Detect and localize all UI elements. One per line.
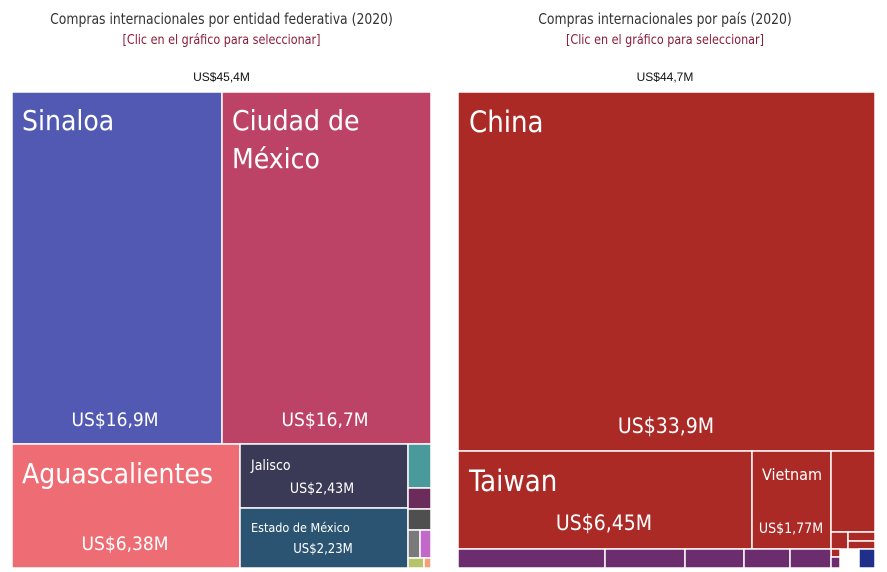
treemap-tile-other-14[interactable] — [858, 548, 876, 569]
treemap-tile-other-7[interactable] — [407, 508, 432, 531]
states-chart-title: Compras internacionales por entidad fede… — [50, 10, 393, 28]
treemap-tile-other-10[interactable] — [407, 557, 425, 569]
treemap-tile-ciudad-de-m-xico[interactable] — [221, 91, 432, 445]
countries-chart-subtitle[interactable]: [Clic en el gráfico para seleccionar] — [566, 32, 764, 48]
treemap-tile-vietnam[interactable] — [751, 450, 832, 550]
treemap-tile-other-11[interactable] — [743, 548, 791, 569]
treemap-tile-other-9[interactable] — [604, 548, 686, 569]
countries-chart-title: Compras internacionales por país (2020) — [538, 10, 792, 28]
treemap-tile-other-5[interactable] — [407, 443, 432, 489]
treemap-tile-other-6[interactable] — [407, 487, 432, 510]
treemap-tile-other-10[interactable] — [684, 548, 745, 569]
treemap-tile-other-12[interactable] — [789, 548, 832, 569]
states-total-label: US$45,4M — [193, 70, 250, 84]
treemap-tile-taiwan[interactable] — [457, 450, 753, 550]
treemap-tile-aguascalientes[interactable] — [11, 443, 241, 569]
countries-total-label: US$44,7M — [636, 70, 694, 84]
treemap-tile-other-8[interactable] — [407, 529, 421, 559]
states-chart-subtitle[interactable]: [Clic en el gráfico para seleccionar] — [122, 32, 321, 48]
treemap-tile-other-11[interactable] — [423, 557, 432, 569]
treemap-tile-other-5[interactable] — [847, 531, 876, 542]
treemap-tile-estado-de-m-xico[interactable] — [239, 507, 409, 569]
treemap-tile-other-13[interactable] — [830, 556, 841, 569]
treemap-tile-other-3[interactable] — [830, 450, 876, 533]
treemap-tile-other-4[interactable] — [830, 531, 849, 550]
treemap-tile-sinaloa[interactable] — [11, 91, 223, 445]
treemap-tile-other-7[interactable] — [830, 548, 841, 558]
treemap-tile-other-6[interactable] — [847, 540, 876, 550]
countries-chart-panel: Compras internacionales por país (2020) … — [443, 0, 887, 572]
countries-treemap[interactable]: ChinaUS$33,9MTaiwanUS$6,45MVietnamUS$1,7… — [443, 0, 887, 572]
treemap-tile-other-9[interactable] — [419, 529, 432, 559]
treemap-tile-jalisco[interactable] — [239, 443, 409, 509]
treemap-tile-other-8[interactable] — [457, 548, 606, 569]
states-chart-panel: Compras internacionales por entidad fede… — [0, 0, 443, 572]
treemap-tile-china[interactable] — [457, 91, 876, 452]
